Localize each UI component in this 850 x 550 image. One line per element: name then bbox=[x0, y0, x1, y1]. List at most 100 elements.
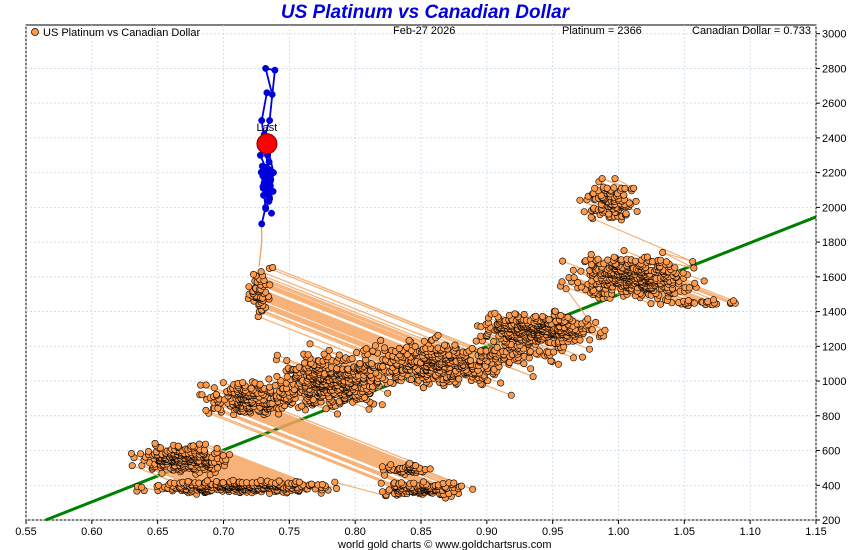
history-point bbox=[434, 331, 442, 339]
history-point bbox=[210, 384, 218, 392]
history-point bbox=[365, 405, 373, 413]
history-point bbox=[569, 266, 577, 274]
history-point bbox=[195, 440, 203, 448]
history-point bbox=[554, 360, 562, 368]
history-point bbox=[574, 279, 582, 287]
date-label: Feb-27 2026 bbox=[393, 25, 455, 37]
history-point bbox=[472, 337, 480, 345]
history-point bbox=[277, 377, 285, 385]
history-point bbox=[356, 359, 364, 367]
last-point-label: Last bbox=[257, 122, 278, 134]
history-point bbox=[275, 477, 283, 485]
last-point-marker bbox=[256, 133, 278, 155]
x-tick-label: 0.95 bbox=[542, 526, 563, 538]
history-point bbox=[587, 213, 595, 221]
history-point bbox=[468, 344, 476, 352]
x-tick-label: 0.80 bbox=[344, 526, 365, 538]
recent-point bbox=[268, 91, 276, 98]
x-tick-label: 0.90 bbox=[476, 526, 497, 538]
history-point bbox=[700, 277, 708, 285]
history-point bbox=[586, 336, 594, 344]
history-point bbox=[605, 210, 613, 218]
history-point bbox=[158, 469, 166, 477]
history-point bbox=[551, 307, 559, 315]
x-tick-label: 1.15 bbox=[805, 526, 826, 538]
y-tick-label: 1000 bbox=[822, 376, 846, 388]
history-point bbox=[591, 184, 599, 192]
history-point bbox=[469, 485, 477, 493]
history-point bbox=[529, 373, 537, 381]
history-point bbox=[300, 359, 308, 367]
history-point bbox=[368, 360, 376, 368]
history-point bbox=[620, 247, 628, 255]
history-point bbox=[569, 354, 577, 362]
history-point bbox=[611, 175, 619, 183]
history-point bbox=[378, 401, 386, 409]
history-point bbox=[562, 285, 570, 293]
recent-point bbox=[258, 117, 266, 124]
history-point bbox=[632, 197, 640, 205]
history-point bbox=[490, 337, 498, 345]
recent-point bbox=[265, 158, 273, 166]
history-point bbox=[269, 263, 277, 271]
history-point bbox=[200, 446, 208, 454]
history-point bbox=[377, 336, 385, 344]
x-tick-label: 0.75 bbox=[279, 526, 300, 538]
recent-point bbox=[256, 151, 264, 159]
history-point bbox=[620, 191, 628, 199]
history-point bbox=[643, 253, 651, 261]
recent-point bbox=[264, 165, 272, 173]
history-point bbox=[558, 278, 566, 286]
history-point bbox=[685, 284, 693, 292]
history-point bbox=[610, 253, 618, 261]
history-point bbox=[633, 208, 641, 216]
grid-lines bbox=[25, 25, 817, 521]
history-point bbox=[690, 299, 698, 307]
history-point bbox=[403, 343, 411, 351]
history-point bbox=[189, 442, 197, 450]
history-point bbox=[304, 351, 312, 359]
history-point bbox=[578, 353, 586, 361]
history-point bbox=[690, 264, 698, 272]
x-tick-label: 0.55 bbox=[15, 526, 36, 538]
history-point bbox=[325, 346, 333, 354]
footer-credit: world gold charts © www.goldchartsrus.co… bbox=[337, 539, 552, 550]
x-axis-ticks: 0.55 0.60 0.65 0.70 0.75 0.80 0.85 0.90 0.95 1.00… bbox=[15, 520, 827, 538]
y-tick-label: 1600 bbox=[822, 272, 846, 284]
history-point bbox=[377, 479, 385, 487]
history-point bbox=[527, 365, 535, 373]
legend-marker bbox=[31, 28, 39, 36]
history-point bbox=[202, 440, 210, 448]
history-point bbox=[226, 451, 234, 459]
history-point bbox=[684, 297, 692, 305]
history-point bbox=[353, 349, 361, 357]
history-point bbox=[598, 175, 606, 183]
history-point bbox=[381, 344, 389, 352]
history-point bbox=[610, 184, 618, 192]
history-point bbox=[507, 391, 515, 399]
history-point bbox=[547, 357, 555, 365]
history-point bbox=[576, 196, 584, 204]
recent-point bbox=[258, 220, 266, 228]
history-point bbox=[412, 462, 420, 470]
history-point bbox=[603, 184, 611, 192]
history-point bbox=[306, 340, 314, 348]
history-point bbox=[450, 479, 458, 487]
history-points bbox=[128, 175, 739, 502]
x-tick-label: 0.70 bbox=[213, 526, 234, 538]
history-point bbox=[198, 391, 206, 399]
history-point bbox=[594, 255, 602, 263]
history-point bbox=[403, 351, 411, 359]
history-point bbox=[420, 337, 428, 345]
history-point bbox=[214, 464, 222, 472]
history-point bbox=[378, 463, 386, 471]
history-point bbox=[395, 344, 403, 352]
history-point bbox=[245, 283, 253, 291]
history-point bbox=[451, 341, 459, 349]
history-point bbox=[128, 462, 136, 470]
history-point bbox=[213, 444, 221, 452]
history-point bbox=[371, 342, 379, 350]
cad-readout: Canadian Dollar = 0.733 bbox=[692, 25, 811, 37]
recent-series: Last bbox=[256, 64, 279, 228]
recent-point bbox=[266, 117, 274, 124]
